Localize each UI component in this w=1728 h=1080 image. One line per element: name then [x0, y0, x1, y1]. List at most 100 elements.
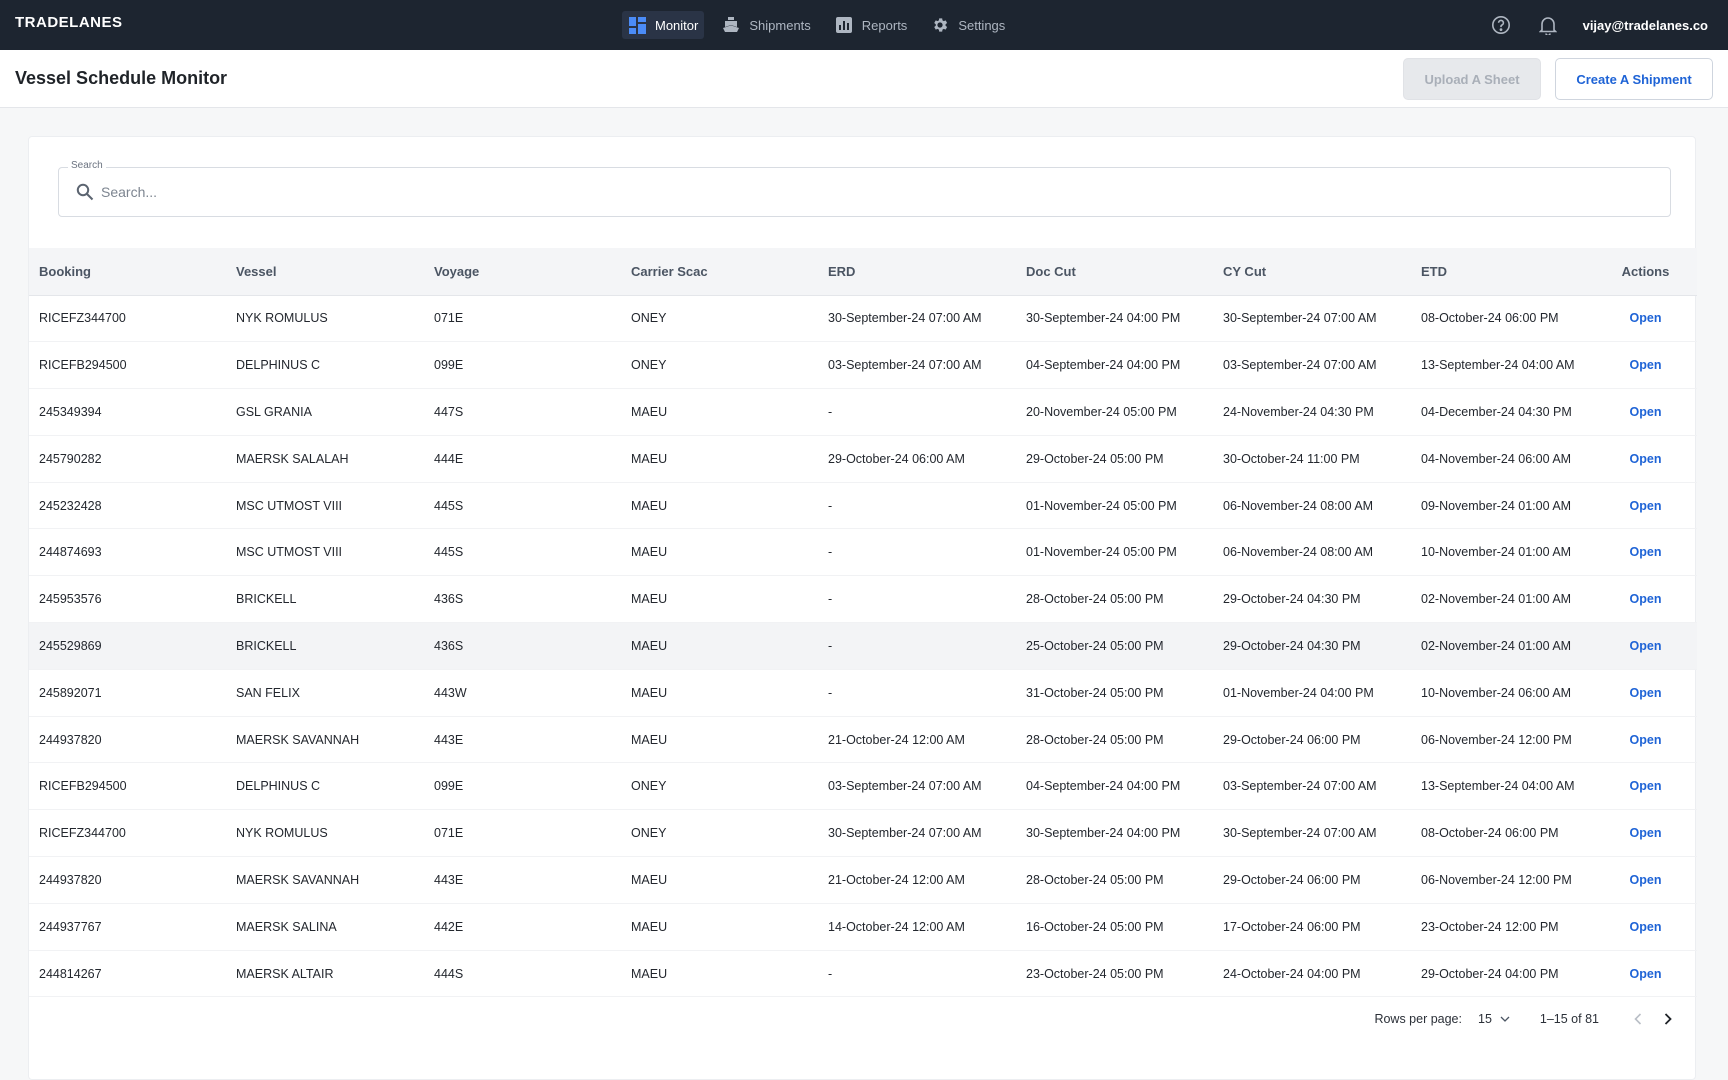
open-link[interactable]: Open: [1629, 311, 1662, 326]
nav-item-label: Settings: [958, 17, 1006, 33]
cell-booking: 244937820: [29, 716, 226, 764]
user-email[interactable]: vijay@tradelanes.co: [1582, 17, 1708, 33]
cell-booking: 244937767: [29, 903, 226, 951]
cell-vessel: DELPHINUS C: [226, 341, 424, 390]
column-header-vessel[interactable]: Vessel: [226, 248, 424, 296]
rows-per-page-label: Rows per page:: [1374, 1012, 1462, 1026]
column-header-carrier-scac[interactable]: Carrier Scac: [621, 248, 818, 296]
open-link[interactable]: Open: [1629, 638, 1662, 653]
cell-vessel: MAERSK ALTAIR: [226, 950, 424, 998]
table-row[interactable]: 244937767 MAERSK SALINA 442E MAEU 14-October…: [29, 903, 1697, 951]
table-row[interactable]: 245892071 SAN FELIX 443W MAEU -31-October-24…: [29, 669, 1697, 717]
cell-vessel: MSC UTMOST VIII: [226, 482, 424, 530]
cell-doc-cut: 28-October-24 05:00 PM: [1016, 575, 1213, 624]
cell-booking: RICEFB294500: [29, 341, 226, 390]
cell-carrier-scac: MAEU: [621, 388, 818, 436]
nav-item-monitor[interactable]: Monitor: [622, 11, 705, 39]
cell-etd: 23-October-24 12:00 PM: [1411, 903, 1608, 951]
app-logo[interactable]: TRADELANES: [15, 14, 123, 31]
column-header-etd[interactable]: ETD: [1411, 248, 1608, 296]
table-row[interactable]: 244814267 MAERSK ALTAIR 444S MAEU -23-Octobe…: [29, 950, 1697, 998]
table-row[interactable]: RICEFZ344700 NYK ROMULUS 071E ONEY 30-Septem…: [29, 809, 1697, 858]
column-header-voyage[interactable]: Voyage: [424, 248, 621, 296]
cell-vessel: MAERSK SAVANNAH: [226, 716, 424, 764]
nav-item-settings[interactable]: Settings: [925, 11, 1011, 39]
cell-vessel: NYK ROMULUS: [226, 809, 424, 858]
table-row[interactable]: RICEFB294500 DELPHINUS C 099E ONEY 03-Septem…: [29, 341, 1697, 390]
table-row[interactable]: 244937820 MAERSK SAVANNAH 443E MAEU 21-Octob…: [29, 716, 1697, 764]
cell-doc-cut: 04-September-24 04:00 PM: [1016, 341, 1213, 390]
cell-booking: 245892071: [29, 669, 226, 717]
cell-cy-cut: 17-October-24 06:00 PM: [1213, 903, 1411, 951]
cell-voyage: 436S: [424, 575, 621, 624]
bell-icon[interactable]: [1536, 13, 1560, 37]
open-link[interactable]: Open: [1629, 545, 1662, 560]
cell-doc-cut: 23-October-24 05:00 PM: [1016, 950, 1213, 998]
nav-item-shipments[interactable]: Shipments: [716, 11, 816, 39]
open-link[interactable]: Open: [1629, 732, 1662, 747]
table-row[interactable]: 245232428 MSC UTMOST VIII 445S MAEU -01-Nove…: [29, 482, 1697, 530]
column-header-erd[interactable]: ERD: [818, 248, 1016, 296]
cell-booking: RICEFB294500: [29, 762, 226, 811]
table-row[interactable]: RICEFB294500 DELPHINUS C 099E ONEY 03-Septem…: [29, 762, 1697, 811]
column-header-doc-cut[interactable]: Doc Cut: [1016, 248, 1213, 296]
table-row[interactable]: RICEFZ344700 NYK ROMULUS 071E ONEY 30-Septem…: [29, 295, 1697, 343]
cell-voyage: 444S: [424, 950, 621, 998]
cell-carrier-scac: MAEU: [621, 669, 818, 717]
cell-cy-cut: 29-October-24 06:00 PM: [1213, 856, 1411, 904]
previous-page-button[interactable]: [1629, 1010, 1647, 1028]
open-link[interactable]: Open: [1629, 779, 1662, 794]
chevron-left-icon: [1634, 1013, 1642, 1025]
nav-item-label: Shipments: [749, 17, 811, 33]
table-row[interactable]: 245349394 GSL GRANIA 447S MAEU -20-November-…: [29, 388, 1697, 436]
next-page-button[interactable]: [1659, 1010, 1677, 1028]
cell-erd: -: [818, 950, 1016, 998]
open-link[interactable]: Open: [1629, 826, 1662, 841]
search-input[interactable]: [101, 179, 1641, 205]
open-link[interactable]: Open: [1629, 451, 1662, 466]
cell-etd: 10-November-24 01:00 AM: [1411, 528, 1608, 577]
cell-booking: 245953576: [29, 575, 226, 624]
open-link[interactable]: Open: [1629, 592, 1662, 607]
cell-carrier-scac: ONEY: [621, 295, 818, 343]
cell-vessel: BRICKELL: [226, 622, 424, 670]
table-row[interactable]: 244874693 MSC UTMOST VIII 445S MAEU -01-Nove…: [29, 528, 1697, 577]
cell-etd: 06-November-24 12:00 PM: [1411, 716, 1608, 764]
nav-item-reports[interactable]: Reports: [829, 11, 914, 39]
column-header-booking[interactable]: Booking: [29, 248, 226, 296]
cell-cy-cut: 30-October-24 11:00 PM: [1213, 435, 1411, 483]
cell-booking: 245790282: [29, 435, 226, 483]
cell-doc-cut: 20-November-24 05:00 PM: [1016, 388, 1213, 436]
cell-vessel: GSL GRANIA: [226, 388, 424, 436]
search-field[interactable]: Search: [58, 160, 1671, 217]
cell-doc-cut: 01-November-24 05:00 PM: [1016, 528, 1213, 577]
rows-per-page-value: 15: [1478, 1012, 1492, 1026]
upload-sheet-button[interactable]: Upload A Sheet: [1403, 58, 1541, 100]
cell-actions: Open: [1608, 856, 1697, 904]
table-row[interactable]: 245529869 BRICKELL 436S MAEU -25-October-24 …: [29, 622, 1697, 670]
open-link[interactable]: Open: [1629, 872, 1662, 887]
open-link[interactable]: Open: [1629, 919, 1662, 934]
cell-erd: 03-September-24 07:00 AM: [818, 762, 1016, 811]
table-row[interactable]: 244937820 MAERSK SAVANNAH 443E MAEU 21-Octob…: [29, 856, 1697, 904]
open-link[interactable]: Open: [1629, 498, 1662, 513]
create-shipment-button[interactable]: Create A Shipment: [1555, 58, 1713, 100]
open-link[interactable]: Open: [1629, 358, 1662, 373]
table-row[interactable]: 245953576 BRICKELL 436S MAEU -28-October-24 …: [29, 575, 1697, 624]
cell-carrier-scac: ONEY: [621, 762, 818, 811]
column-header-cy-cut[interactable]: CY Cut: [1213, 248, 1411, 296]
open-link[interactable]: Open: [1629, 966, 1662, 981]
cell-erd: -: [818, 575, 1016, 624]
ship-icon: [722, 16, 740, 34]
cell-booking: 244937820: [29, 856, 226, 904]
help-icon[interactable]: [1489, 13, 1513, 37]
cell-erd: 21-October-24 12:00 AM: [818, 716, 1016, 764]
rows-per-page-select[interactable]: 15: [1478, 1012, 1510, 1026]
cell-carrier-scac: MAEU: [621, 903, 818, 951]
column-header-actions[interactable]: Actions: [1608, 248, 1697, 296]
table-row[interactable]: 245790282 MAERSK SALALAH 444E MAEU 29-Octobe…: [29, 435, 1697, 483]
cell-actions: Open: [1608, 575, 1697, 624]
cell-voyage: 442E: [424, 903, 621, 951]
open-link[interactable]: Open: [1629, 404, 1662, 419]
open-link[interactable]: Open: [1629, 685, 1662, 700]
